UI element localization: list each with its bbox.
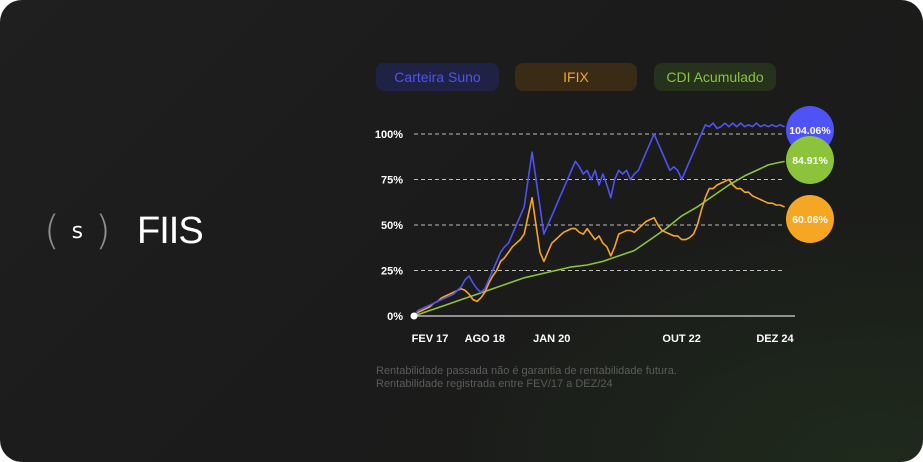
end-value-label-cdi: 84.91% (792, 155, 828, 167)
logo-paren-right: ) (95, 208, 111, 254)
legend-label: CDI Acumulado (666, 69, 764, 85)
y-tick-label: 25% (381, 266, 403, 278)
end-value-label-ifix: 60.06% (792, 214, 828, 226)
legend-cdi-acumulado: CDI Acumulado (654, 63, 776, 91)
y-tick-label: 0% (387, 311, 403, 323)
end-value-badge-ifix (786, 195, 834, 243)
legend-carteira-suno: Carteira Suno (376, 63, 499, 91)
series-line-cdi (413, 160, 785, 317)
legend-label: IFIX (563, 69, 589, 85)
y-tick-label: 75% (381, 175, 403, 187)
x-tick-label: OUT 22 (662, 333, 701, 345)
end-value-label-suno: 104.06% (789, 125, 831, 137)
x-tick-label: DEZ 24 (756, 333, 794, 345)
x-tick-label: FEV 17 (412, 333, 449, 345)
end-value-badge-cdi (786, 136, 834, 184)
x-tick-label: JAN 20 (533, 333, 570, 345)
disclaimer-line-1: Rentabilidade passada não é garantia de … (376, 365, 677, 377)
series-line-suno (413, 122, 785, 317)
y-tick-label: 100% (375, 129, 403, 141)
x-tick-label: AGO 18 (465, 333, 505, 345)
origin-point (410, 312, 418, 320)
y-tick-label: 50% (381, 220, 403, 232)
legend-ifix: IFIX (515, 63, 637, 91)
page-title: FIIS (137, 210, 204, 252)
disclaimer-line-2: Rentabilidade registrada entre FEV/17 a … (376, 378, 613, 390)
legend-label: Carteira Suno (394, 69, 481, 85)
series-line-ifix (413, 178, 785, 317)
logo-paren-left: ( (44, 208, 60, 254)
suno-logo: ( s ) (44, 206, 111, 256)
logo-letter: s (71, 219, 84, 244)
